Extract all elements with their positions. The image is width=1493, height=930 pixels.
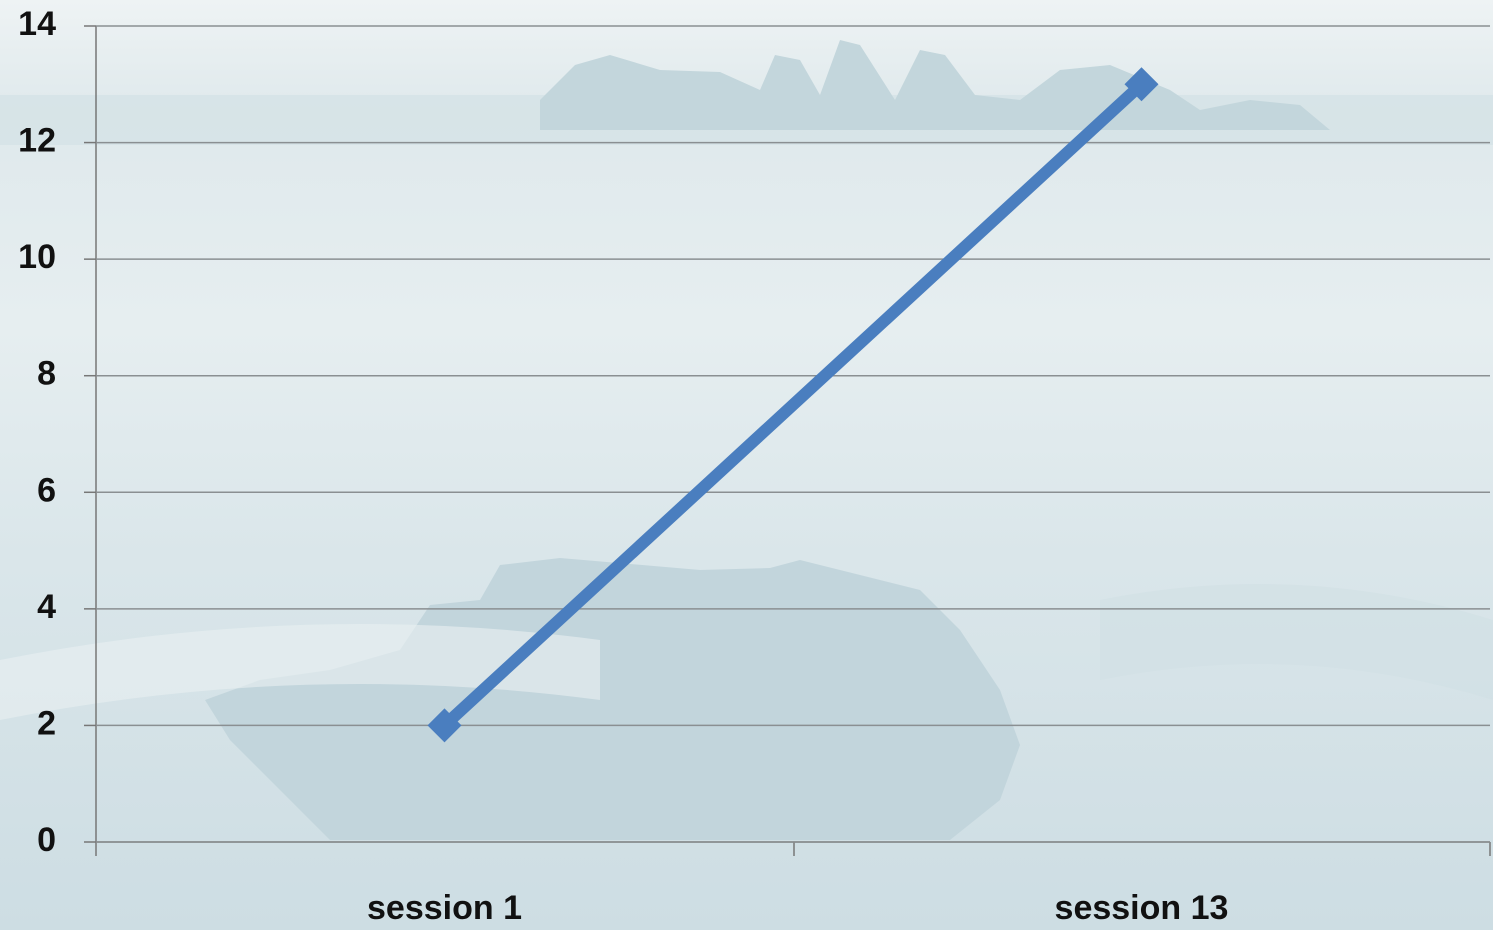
y-tick-label: 4 xyxy=(37,588,56,626)
x-tick-label: session 13 xyxy=(1055,889,1229,927)
y-tick-label: 12 xyxy=(18,122,56,160)
y-tick-label: 14 xyxy=(18,5,56,43)
marker xyxy=(1124,67,1159,102)
y-tick-label: 10 xyxy=(18,238,56,276)
y-tick-label: 0 xyxy=(37,821,56,859)
line xyxy=(440,79,1146,730)
marker xyxy=(427,708,462,743)
x-tick-label: session 1 xyxy=(367,889,522,927)
y-tick-label: 8 xyxy=(37,355,56,393)
y-tick-label: 6 xyxy=(37,471,56,509)
y-tick-label: 2 xyxy=(37,704,56,742)
